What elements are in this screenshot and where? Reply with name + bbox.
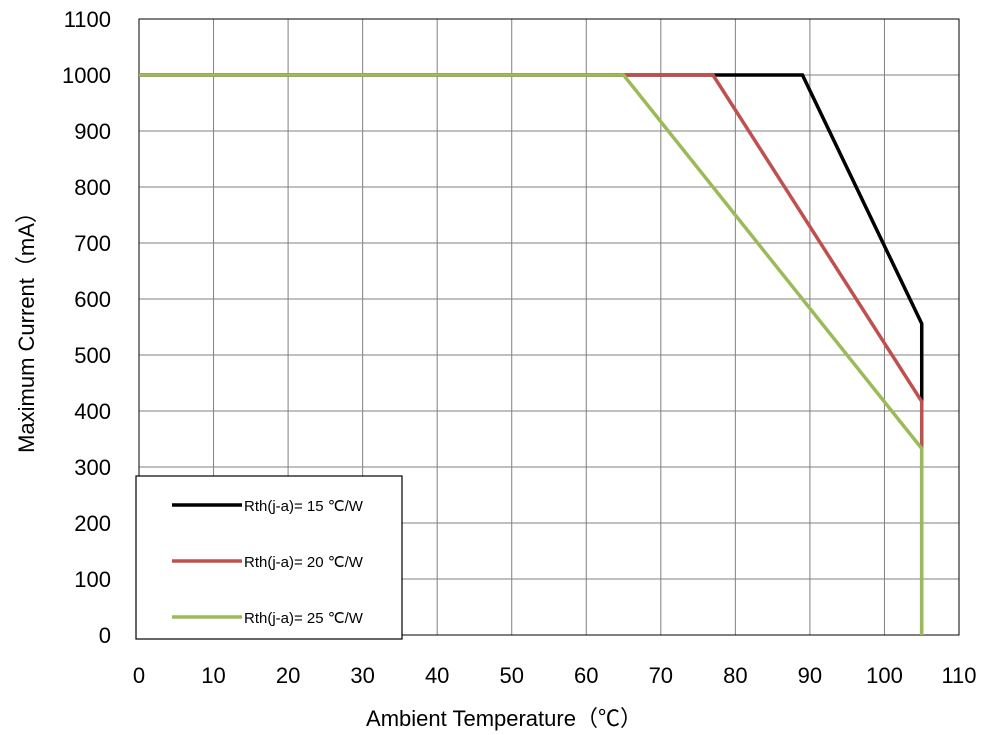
x-axis-ticks: 0 10 20 30 40 50 60 70 80 90 100 110 [133, 663, 977, 688]
x-tick-label: 80 [723, 663, 747, 688]
x-axis-title: Ambient Temperature（℃） [366, 706, 642, 731]
legend: Rth(j-a)= 15 ℃/W Rth(j-a)= 20 ℃/W Rth(j-a)… [135, 475, 403, 640]
x-tick-label: 50 [499, 663, 523, 688]
y-axis-title: Maximum Current（mA） [14, 201, 39, 453]
x-tick-label: 0 [133, 663, 145, 688]
x-tick-label: 30 [350, 663, 374, 688]
x-tick-label: 110 [941, 663, 976, 688]
legend-entry-label: Rth(j-a)= 25 ℃/W [244, 610, 364, 627]
y-tick-label: 300 [74, 455, 111, 480]
y-tick-label: 1000 [62, 63, 111, 88]
y-tick-label: 1100 [64, 7, 111, 32]
x-tick-label: 100 [866, 663, 903, 688]
legend-entry-label: Rth(j-a)= 20 ℃/W [244, 554, 364, 571]
legend-box [135, 475, 403, 640]
y-tick-label: 700 [74, 231, 111, 256]
y-tick-label: 0 [99, 623, 111, 648]
y-tick-label: 800 [74, 175, 111, 200]
series-line-3 [139, 73, 924, 635]
x-tick-label: 60 [574, 663, 598, 688]
series-layer [139, 73, 924, 635]
y-tick-label: 100 [74, 567, 111, 592]
x-tick-label: 20 [276, 663, 300, 688]
x-tick-label: 40 [425, 663, 449, 688]
y-tick-label: 600 [74, 287, 111, 312]
plot-area-border [138, 18, 960, 636]
y-tick-label: 200 [74, 511, 111, 536]
legend-entry-label: Rth(j-a)= 15 ℃/W [244, 498, 364, 515]
y-tick-label: 400 [74, 399, 111, 424]
y-tick-label: 900 [74, 119, 111, 144]
x-tick-label: 10 [201, 663, 225, 688]
y-axis-ticks: 0 100 200 300 400 500 600 700 800 900 1000 1100 [62, 7, 111, 648]
y-tick-label: 500 [74, 343, 111, 368]
x-tick-label: 70 [649, 663, 673, 688]
x-tick-label: 90 [798, 663, 822, 688]
